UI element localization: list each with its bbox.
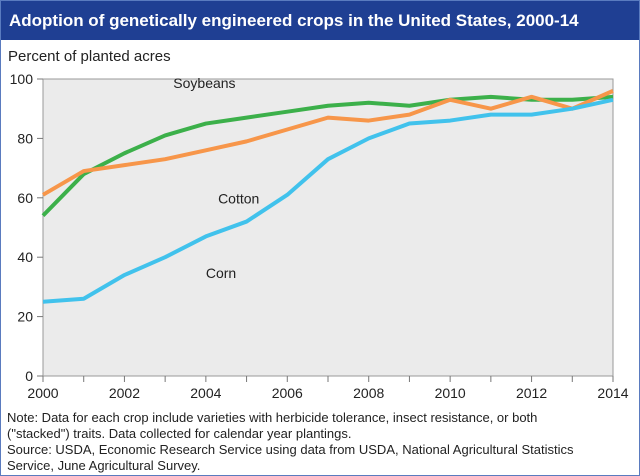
- x-tick-label: 2000: [27, 385, 58, 401]
- y-axis-label: Percent of planted acres: [8, 48, 171, 65]
- note-line: Note: Data for each crop include varieti…: [7, 410, 538, 425]
- y-tick-label: 20: [17, 309, 33, 325]
- y-tick-label: 40: [17, 249, 33, 265]
- x-tick-label: 2014: [597, 385, 628, 401]
- chart-title: Adoption of genetically engineered crops…: [1, 1, 639, 40]
- note-line: ("stacked") traits. Data collected for c…: [7, 426, 352, 441]
- x-tick-label: 2010: [435, 385, 466, 401]
- source-line: Service, June Agricultural Survey.: [7, 458, 201, 473]
- y-tick-label: 100: [10, 71, 34, 87]
- series-label: Corn: [206, 265, 236, 281]
- x-tick-label: 2002: [109, 385, 140, 401]
- y-tick-label: 60: [17, 190, 33, 206]
- plot-background: [42, 78, 614, 377]
- x-tick-label: 2012: [516, 385, 547, 401]
- x-tick-label: 2004: [190, 385, 221, 401]
- notes: Note: Data for each crop include varieti…: [7, 410, 573, 474]
- series-label: Cotton: [218, 191, 259, 207]
- source-line: Source: USDA, Economic Research Service …: [7, 442, 574, 457]
- y-tick-label: 80: [17, 130, 33, 146]
- series-label: Soybeans: [173, 75, 235, 91]
- x-tick-label: 2008: [353, 385, 384, 401]
- x-tick-label: 2006: [272, 385, 303, 401]
- y-tick-label: 0: [25, 368, 33, 384]
